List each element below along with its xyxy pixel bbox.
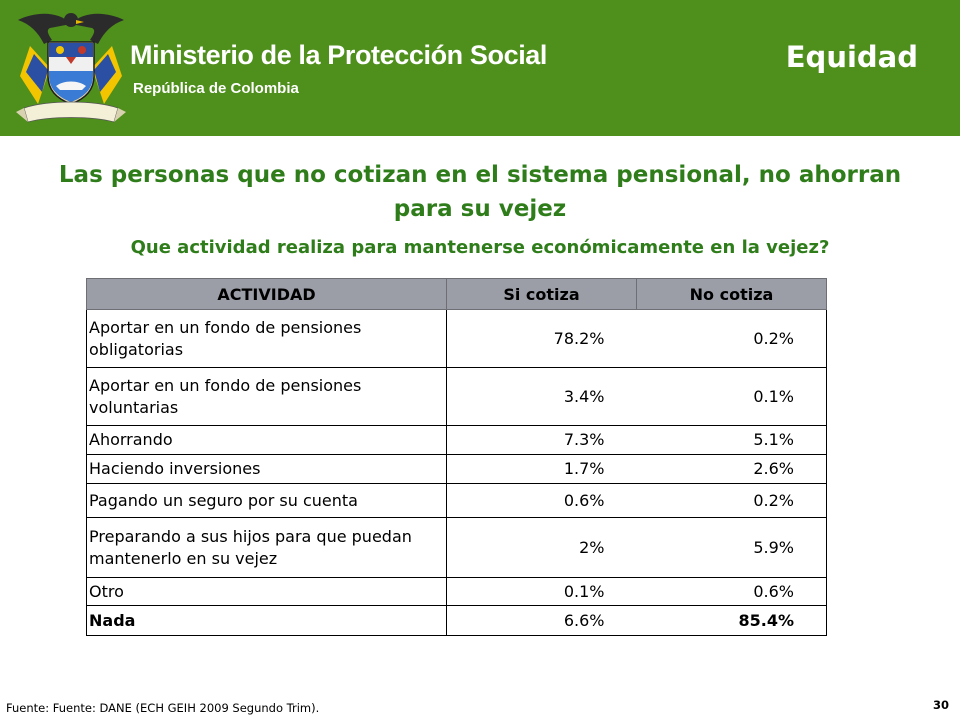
source-note: Fuente: Fuente: DANE (ECH GEIH 2009 Segu… (6, 701, 320, 715)
table-row: Aportar en un fondo de pensiones obligat… (86, 309, 827, 368)
table-row: Otro 0.1% 0.6% (86, 577, 827, 606)
cell-no-cotiza: 0.6% (636, 577, 827, 606)
colombia-crest-icon (16, 13, 126, 123)
cell-no-cotiza: 5.9% (636, 517, 827, 578)
cell-si-cotiza: 0.6% (446, 483, 637, 518)
section-title: Equidad (785, 40, 918, 74)
cell-no-cotiza: 2.6% (636, 454, 827, 484)
header-actividad: ACTIVIDAD (86, 278, 447, 310)
cell-no-cotiza: 0.2% (636, 483, 827, 518)
header-si-cotiza: Si cotiza (446, 278, 637, 310)
slide-title: Las personas que no cotizan en el sistem… (58, 162, 902, 222)
ministry-name: Ministerio de la Protección Social (130, 40, 548, 70)
table-row: Nada 6.6% 85.4% (86, 605, 827, 636)
cell-no-cotiza: 5.1% (636, 425, 827, 455)
cell-actividad: Aportar en un fondo de pensiones obligat… (86, 309, 447, 368)
table-row: Ahorrando 7.3% 5.1% (86, 425, 827, 455)
cell-actividad: Preparando a sus hijos para que puedan m… (86, 517, 447, 578)
slide-subtitle: Que actividad realiza para mantenerse ec… (130, 237, 830, 258)
country-name: República de Colombia (133, 80, 299, 97)
table-header-row: ACTIVIDAD Si cotiza No cotiza (86, 278, 827, 310)
table-row: Aportar en un fondo de pensiones volunta… (86, 367, 827, 426)
cell-si-cotiza: 1.7% (446, 454, 637, 484)
cell-no-cotiza: 0.1% (636, 367, 827, 426)
table-row: Pagando un seguro por su cuenta 0.6% 0.2… (86, 483, 827, 518)
cell-no-cotiza: 85.4% (636, 605, 827, 636)
cell-actividad: Nada (86, 605, 447, 636)
header-bar: Ministerio de la Protección Social Repúb… (0, 0, 960, 136)
cell-actividad: Aportar en un fondo de pensiones volunta… (86, 367, 447, 426)
cell-si-cotiza: 78.2% (446, 309, 637, 368)
cell-actividad: Otro (86, 577, 447, 606)
cell-si-cotiza: 7.3% (446, 425, 637, 455)
cell-si-cotiza: 6.6% (446, 605, 637, 636)
cell-si-cotiza: 2% (446, 517, 637, 578)
table-row: Haciendo inversiones 1.7% 2.6% (86, 454, 827, 484)
coat-of-arms-logo (8, 6, 134, 132)
header-no-cotiza: No cotiza (636, 278, 827, 310)
cell-actividad: Haciendo inversiones (86, 454, 447, 484)
cell-si-cotiza: 3.4% (446, 367, 637, 426)
page-number: 30 (932, 698, 949, 712)
table-row: Preparando a sus hijos para que puedan m… (86, 517, 827, 578)
cell-no-cotiza: 0.2% (636, 309, 827, 368)
cell-si-cotiza: 0.1% (446, 577, 637, 606)
cell-actividad: Pagando un seguro por su cuenta (86, 483, 447, 518)
activity-table: ACTIVIDAD Si cotiza No cotiza Aportar en… (86, 278, 827, 636)
cell-actividad: Ahorrando (86, 425, 447, 455)
